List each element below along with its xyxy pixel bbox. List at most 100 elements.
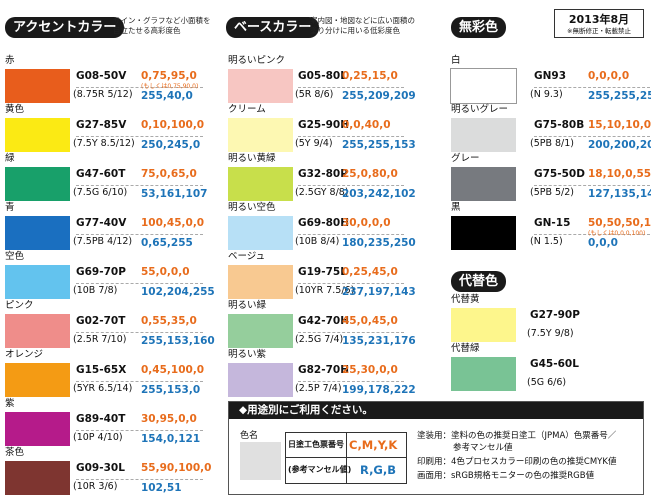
cmyk-value: 0,0,0,0: [588, 70, 630, 82]
rgb-value: 203,242,102: [342, 188, 416, 200]
jpma-code: G69-70P: [76, 266, 126, 278]
color-swatch: [451, 167, 516, 201]
row-divider: [76, 136, 203, 137]
legend-paint-note: 塗装用：塗料の色の推奨日塗工（JPMA）色票番号／: [417, 431, 617, 441]
row-divider: [298, 332, 404, 333]
row-divider: [534, 136, 650, 137]
color-swatch: [450, 68, 517, 104]
jpma-code: GN-15: [534, 217, 571, 229]
row-divider: [76, 381, 203, 382]
rgb-value: 102,51: [141, 482, 182, 494]
jpma-code: G27-85V: [76, 119, 127, 131]
munsell-value: (N 9.3): [530, 89, 563, 100]
color-name: グレー: [451, 153, 480, 164]
color-name: 空色: [5, 251, 25, 262]
munsell-value: (7.5PB 4/12): [73, 236, 133, 247]
rgb-value: 255,209,209: [342, 90, 416, 102]
row-divider: [298, 283, 404, 284]
base-color-note: 案内図・地図などに広い面積の 塗り分けに用いる低彩度色: [310, 16, 415, 36]
accent-note-line-1: サイン・グラフなど小面積を: [113, 16, 211, 25]
color-swatch: [228, 363, 293, 397]
accent-color-note: サイン・グラフなど小面積を 目立たせる高彩度色: [113, 16, 211, 36]
jpma-code: G15-65X: [76, 364, 127, 376]
cmyk-value: 0,45,100,0: [141, 364, 205, 376]
color-swatch: [228, 216, 293, 250]
color-name: 明るいピンク: [228, 55, 286, 66]
cmyk-value: 75,0,65,0: [141, 168, 197, 180]
copyright-note: ※無断修正・転載禁止: [567, 27, 631, 35]
munsell-value: (2.5P 7/4): [295, 383, 342, 394]
legend-value-table: 日塗工色票番号 (参考マンセル値) C,M,Y,K R,G,B: [285, 432, 407, 484]
base-color-heading: ベースカラー: [226, 17, 320, 38]
row-divider: [298, 136, 404, 137]
munsell-value: (2.5R 7/10): [73, 334, 127, 345]
cmyk-value: 0,25,15,0: [342, 70, 398, 82]
jpma-code: G19-75L: [298, 266, 347, 278]
munsell-value: (N 1.5): [530, 236, 563, 247]
rgb-value: 127,135,143: [588, 188, 651, 200]
alternative-color-heading: 代替色: [451, 271, 507, 292]
munsell-value: (5PB 8/1): [530, 138, 575, 149]
row-divider: [534, 234, 650, 235]
rgb-value: 255,153,0: [141, 384, 201, 396]
row-divider: [76, 185, 203, 186]
cmyk-value: 50,50,50,100: [588, 217, 651, 229]
rgb-value: 0,65,255: [141, 237, 193, 249]
color-name: 茶色: [5, 447, 25, 458]
rgb-value: 180,235,250: [342, 237, 416, 249]
cmyk-value: 55,90,100,0: [141, 462, 212, 474]
color-name: クリーム: [228, 104, 266, 115]
munsell-value: (10B 8/4): [295, 236, 340, 247]
munsell-value: (7.5G 6/10): [73, 187, 128, 198]
date-box: 2013年8月 ※無断修正・転載禁止: [554, 9, 644, 38]
color-name: 青: [5, 202, 15, 213]
achromatic-color-heading: 無彩色: [451, 17, 507, 38]
munsell-value: (5PB 5/2): [530, 187, 575, 198]
jpma-code: G89-40T: [76, 413, 126, 425]
color-swatch: [5, 118, 70, 152]
color-swatch: [5, 167, 70, 201]
legend-cmyk-label: C,M,Y,K: [349, 438, 398, 452]
color-swatch: [228, 314, 293, 348]
cmyk-value: 100,45,0,0: [141, 217, 205, 229]
color-name: ベージュ: [228, 251, 266, 262]
color-swatch: [451, 308, 516, 342]
cmyk-value: 30,0,0,0: [342, 217, 391, 229]
jpma-code: G47-60T: [76, 168, 126, 180]
rgb-value: 250,245,0: [141, 139, 201, 151]
color-swatch: [451, 216, 516, 250]
cmyk-value: 45,0,45,0: [342, 315, 398, 327]
row-divider: [534, 185, 650, 186]
rgb-value: 102,204,255: [141, 286, 215, 298]
rgb-value: 154,0,121: [141, 433, 201, 445]
row-divider: [76, 283, 203, 284]
jpma-code: G25-90H: [298, 119, 349, 131]
color-swatch: [228, 69, 293, 103]
rgb-value: 255,153,160: [141, 335, 215, 347]
color-swatch: [228, 118, 293, 152]
color-swatch: [5, 216, 70, 250]
jpma-code: G77-40V: [76, 217, 127, 229]
jpma-code: G69-80H: [298, 217, 349, 229]
accent-note-line-2: 目立たせる高彩度色: [113, 26, 181, 35]
cmyk-value: 55,0,0,0: [141, 266, 190, 278]
base-note-line-2: 塗り分けに用いる低彩度色: [310, 26, 400, 35]
munsell-value: (5G 6/6): [527, 377, 567, 388]
row-divider: [298, 87, 404, 88]
legend-munsell-label: (参考マンセル値): [288, 465, 352, 474]
color-name: 白: [451, 55, 461, 66]
cmyk-value: 25,0,80,0: [342, 168, 398, 180]
color-name: オレンジ: [5, 349, 44, 360]
rgb-value: 199,178,222: [342, 384, 416, 396]
row-divider: [534, 87, 650, 88]
row-divider: [298, 234, 404, 235]
usage-legend: ◆用途別にご利用ください。 色名 日塗工色票番号 (参考マンセル値) C,M,Y…: [228, 401, 644, 495]
color-name: 紫: [5, 398, 15, 409]
color-swatch: [451, 118, 516, 152]
cmyk-value: 0,10,100,0: [141, 119, 205, 131]
color-name: 明るい紫: [228, 349, 267, 360]
row-divider: [76, 430, 203, 431]
jpma-code: G02-70T: [76, 315, 126, 327]
color-swatch: [228, 265, 293, 299]
cmyk-value: 0,55,35,0: [141, 315, 197, 327]
